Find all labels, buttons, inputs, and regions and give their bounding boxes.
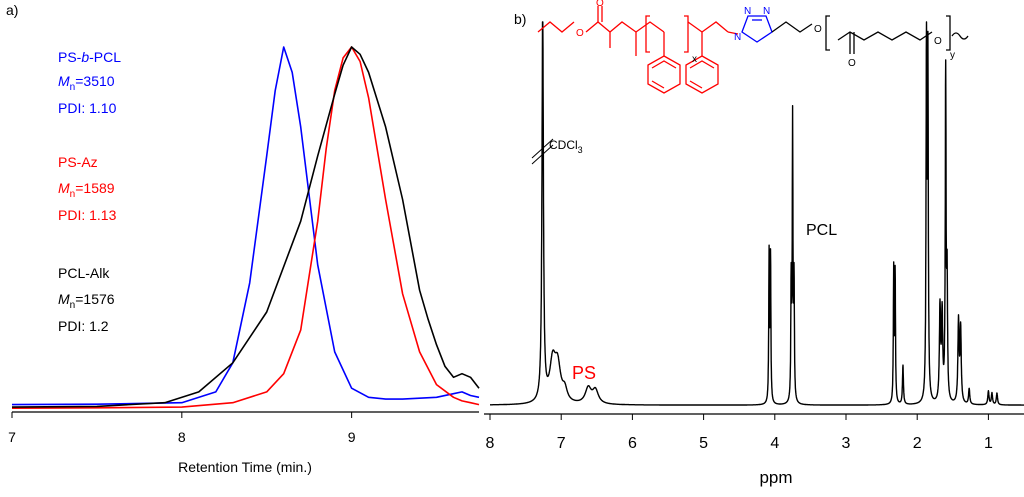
axis-break-mark xyxy=(531,138,554,165)
ps-segment xyxy=(537,6,729,94)
x-tick-label: 9 xyxy=(348,429,356,445)
annotation-mn: Mn=1576 xyxy=(58,291,115,311)
x-tick-label: 3 xyxy=(842,435,851,452)
gpc-series-2 xyxy=(11,46,480,408)
x-tick-label: 5 xyxy=(699,435,708,452)
panel-b: b) 8 7 6 5 4 3 2 1 ppm CDCl3 PS PCL xyxy=(484,0,1024,487)
panel-b-x-axis-label: ppm xyxy=(759,468,792,487)
annotation-pdi: PDI: 1.10 xyxy=(58,100,117,116)
linker-oxygen: O xyxy=(814,24,822,35)
chemical-structure xyxy=(537,6,969,94)
panel-b-x-ticks: 8 7 6 5 4 3 2 1 xyxy=(486,414,993,452)
triazole-pcl-segment xyxy=(727,15,969,54)
x-tick-label: 1 xyxy=(984,435,993,452)
x-tick-label: 4 xyxy=(770,435,779,452)
panel-b-label: b) xyxy=(514,11,526,27)
gpc-series-1 xyxy=(11,46,480,410)
x-tick-label: 8 xyxy=(486,435,495,452)
panel-a-x-axis-label: Retention Time (min.) xyxy=(178,459,312,475)
annotation-ps-az: PS-Az Mn=1589 PDI: 1.13 xyxy=(58,154,117,223)
nmr-spectrum xyxy=(489,21,1024,406)
x-tick-label: 7 xyxy=(557,435,566,452)
x-tick-label: 7 xyxy=(8,429,16,445)
x-tick-label: 6 xyxy=(628,435,637,452)
annotation-ps-b-pcl: PS-b-PCL Mn=3510 PDI: 1.10 xyxy=(58,49,121,116)
panel-a-x-ticks: 7 8 9 xyxy=(8,412,356,445)
subscript-y: y xyxy=(950,50,955,61)
annotation-pdi: PDI: 1.13 xyxy=(58,207,117,223)
subscript-x: x xyxy=(692,54,697,65)
annotation-name: PCL-Alk xyxy=(58,265,110,281)
n1-label: N xyxy=(734,32,741,43)
annotation-pdi: PDI: 1.2 xyxy=(58,318,109,334)
annotation-mn: Mn=1589 xyxy=(58,180,115,200)
chain-oxygen: O xyxy=(934,36,942,47)
gpc-series-0 xyxy=(11,46,480,406)
x-tick-label: 2 xyxy=(913,435,922,452)
ester-oxygen: O xyxy=(596,0,604,9)
panel-a: a) 7 8 9 Retention Time (min.) PS-b-PCL Mn… xyxy=(6,2,480,475)
n2-label: N xyxy=(744,6,751,17)
annotation-pcl-alk: PCL-Alk Mn=1576 PDI: 1.2 xyxy=(58,265,115,334)
annotation-name: PS-Az xyxy=(58,154,98,170)
panel-a-label: a) xyxy=(6,2,18,18)
x-tick-label: 8 xyxy=(178,429,186,445)
carbonyl-oxygen: O xyxy=(848,58,856,69)
annotation-name: PS-b-PCL xyxy=(58,49,121,65)
panel-a-series xyxy=(11,46,480,410)
structure-labels: O O x N N N O O O y xyxy=(576,0,955,69)
n3-label: N xyxy=(763,6,770,17)
ps-label: PS xyxy=(572,363,596,383)
solvent-label: CDCl3 xyxy=(549,138,583,155)
pcl-label: PCL xyxy=(806,222,837,239)
annotation-mn: Mn=3510 xyxy=(58,73,115,93)
ether-oxygen: O xyxy=(576,28,584,39)
